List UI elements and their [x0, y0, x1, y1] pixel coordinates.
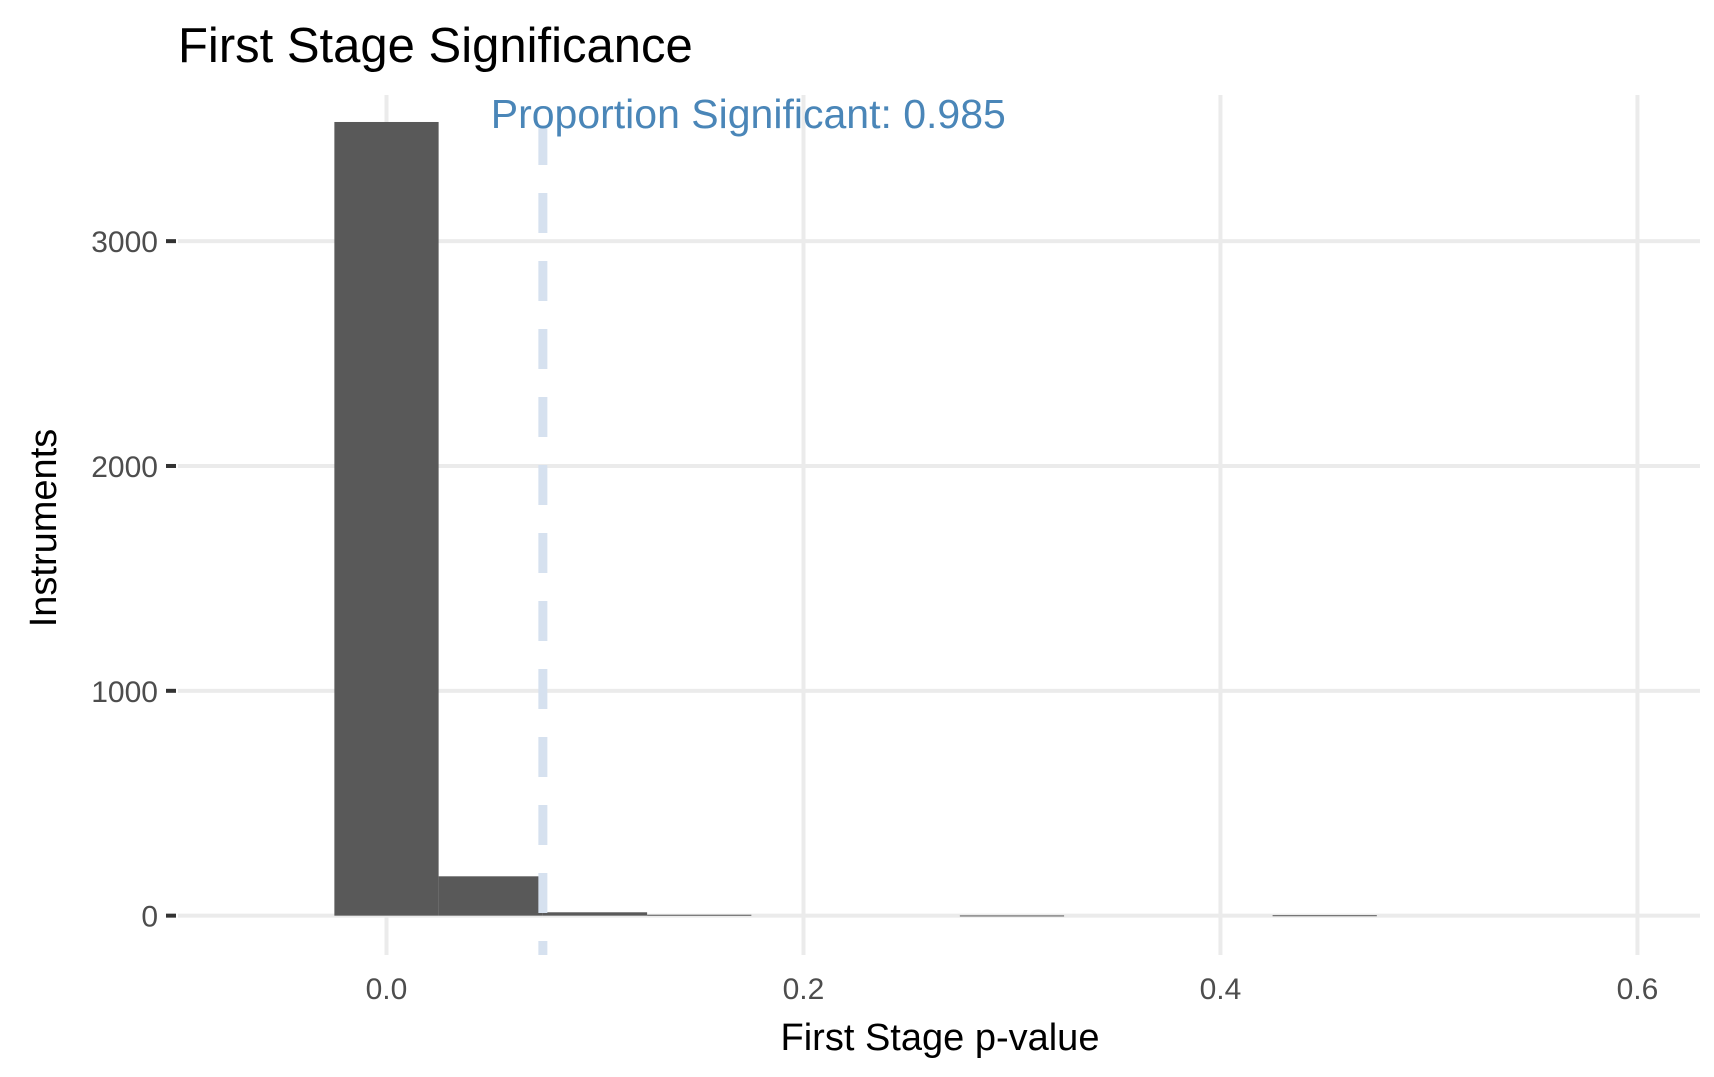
- x-tick-label: 0.6: [1617, 973, 1659, 1006]
- histogram-bars: [334, 121, 1377, 917]
- x-tick-label: 0.0: [366, 973, 408, 1006]
- histogram-bar: [647, 914, 752, 916]
- y-tick-label: 2000: [91, 451, 158, 484]
- histogram-bar: [542, 912, 648, 916]
- histogram-bar: [334, 121, 439, 916]
- axis-ticks: 0 1000 2000 3000 0.0 0.2 0.4 0.6: [91, 226, 1658, 1006]
- y-axis-title: Instruments: [23, 429, 65, 628]
- chart-title: First Stage Significance: [178, 19, 693, 73]
- histogram-bar: [438, 876, 543, 916]
- x-tick-label: 0.4: [1200, 973, 1242, 1006]
- y-tick-label: 1000: [91, 676, 158, 709]
- histogram-bar: [959, 915, 1065, 917]
- x-axis-title: First Stage p-value: [781, 1017, 1100, 1059]
- y-tick-label: 3000: [91, 226, 158, 259]
- y-tick-label: 0: [141, 901, 158, 934]
- histogram-bar: [1272, 915, 1377, 917]
- x-tick-label: 0.2: [783, 973, 825, 1006]
- proportion-significant-annotation: Proportion Significant: 0.985: [491, 91, 1006, 137]
